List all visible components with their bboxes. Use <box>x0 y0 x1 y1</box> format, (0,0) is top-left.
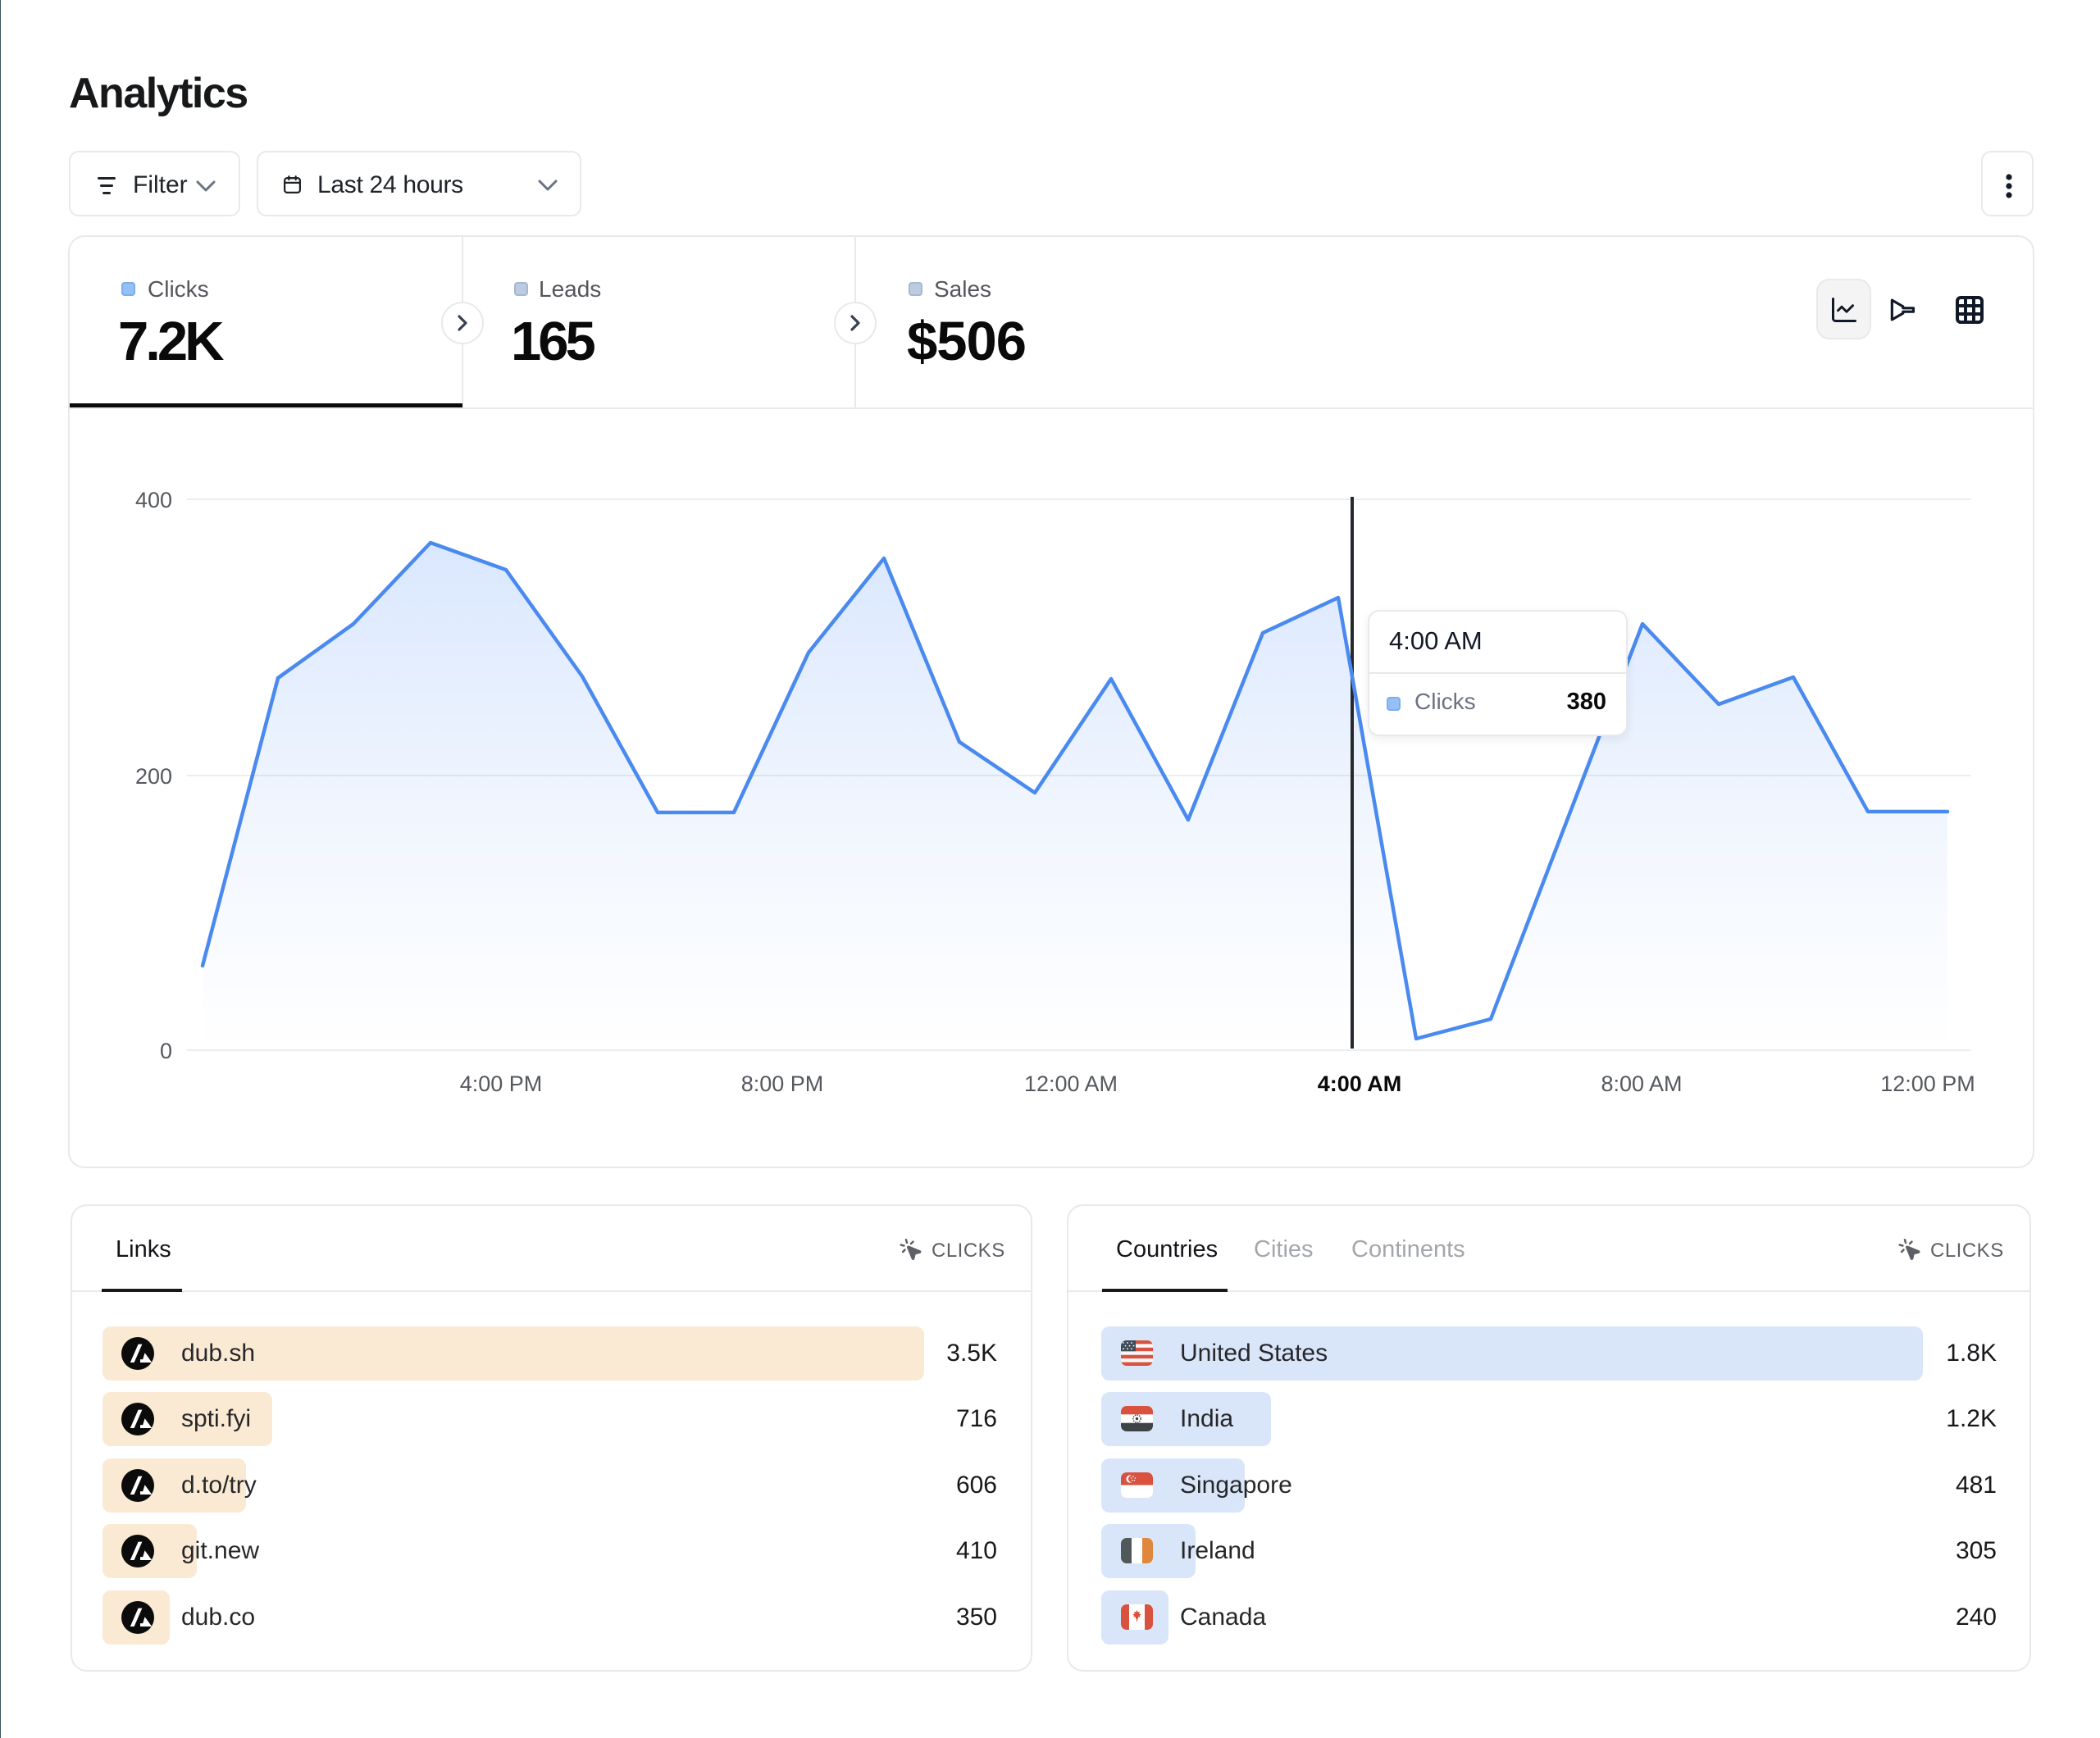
svg-text:8:00 AM: 8:00 AM <box>1601 1071 1682 1096</box>
svg-text:12:00 PM: 12:00 PM <box>1880 1071 1975 1096</box>
svg-text:0: 0 <box>160 1039 172 1063</box>
svg-text:4:00 AM: 4:00 AM <box>1318 1071 1402 1096</box>
svg-text:200: 200 <box>135 764 172 789</box>
svg-text:400: 400 <box>135 488 172 512</box>
svg-text:8:00 PM: 8:00 PM <box>741 1071 824 1096</box>
svg-text:4:00 PM: 4:00 PM <box>460 1071 543 1096</box>
svg-text:12:00 AM: 12:00 AM <box>1024 1071 1118 1096</box>
